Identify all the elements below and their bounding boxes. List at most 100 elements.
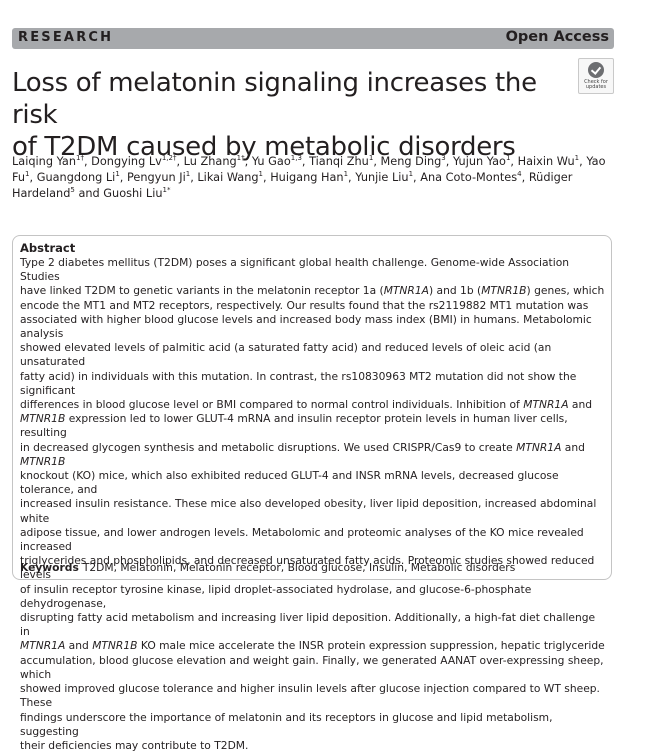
text-run: ) genes, which xyxy=(526,284,605,298)
keywords-text: T2DM, Melatonin, Melatonin receptor, Blo… xyxy=(82,561,516,574)
gene-name: MTNR1B xyxy=(20,454,66,468)
author[interactable]: Guangdong Li1 xyxy=(37,170,120,185)
gene-name: MTNR1B xyxy=(20,412,66,426)
author[interactable]: Haixin Wu1 xyxy=(518,154,580,169)
title-line-1: Loss of melatonin signaling increases th… xyxy=(12,68,537,130)
author-name: Yujun Yao xyxy=(452,155,506,168)
author-affiliation: 1* xyxy=(162,186,171,194)
text-run: differences in blood glucose level or BM… xyxy=(20,398,524,412)
abstract-line: showed elevated levels of palmitic acid … xyxy=(20,341,608,369)
author-name: Yunjie Liu xyxy=(355,171,409,184)
author[interactable]: Huigang Han1 xyxy=(270,170,349,185)
keywords: Keywords T2DM, Melatonin, Melatonin recep… xyxy=(20,561,515,574)
gene-name: MTNR1A xyxy=(20,639,66,653)
author[interactable]: Rüdiger Hardeland5 xyxy=(12,171,572,200)
author-affiliation: 1,2† xyxy=(161,154,177,162)
author[interactable]: Lu Zhang1† xyxy=(183,154,245,169)
check-for-updates-badge[interactable]: Check for updates xyxy=(578,58,614,94)
author-affiliation: 3 xyxy=(441,154,446,162)
author-affiliation: 4 xyxy=(517,170,522,178)
author[interactable]: Laiqing Yan1† xyxy=(12,154,84,169)
text-run: triglycerides and phospholipids, and dec… xyxy=(20,554,595,582)
author-affiliation: 1 xyxy=(408,170,414,178)
author[interactable]: Yujun Yao1 xyxy=(452,154,511,169)
gene-name: MTNR1A xyxy=(523,398,569,412)
author-affiliation: 1,3 xyxy=(290,154,302,162)
author-name: Rüdiger Hardeland xyxy=(12,171,573,200)
text-run: ) and 1b ( xyxy=(428,284,482,298)
gene-name: MTNR1A xyxy=(383,284,429,298)
author[interactable]: Yu Gao1,3 xyxy=(251,154,302,169)
text-run: adipose tissue, and lower androgen level… xyxy=(20,525,584,554)
text-run: showed elevated levels of palmitic acid … xyxy=(20,341,552,369)
text-run: and xyxy=(65,639,93,653)
check-icon xyxy=(588,62,604,78)
abstract-line: findings underscore the importance of me… xyxy=(20,711,608,739)
text-run: and xyxy=(561,440,585,454)
abstract-line: triglycerides and phospholipids, and dec… xyxy=(20,554,608,582)
author-list: Laiqing Yan1†, Dongying Lv1,2†, Lu Zhang… xyxy=(12,154,606,201)
author-affiliation: 1 xyxy=(368,154,374,162)
author-affiliation: 1 xyxy=(505,154,511,162)
text-run: Type 2 diabetes mellitus (T2DM) poses a … xyxy=(20,256,570,284)
author-name: Laiqing Yan xyxy=(12,155,77,168)
abstract-line: MTNR1B expression led to lower GLUT-4 mR… xyxy=(20,412,608,440)
text-run: accumulation, blood glucose elevation an… xyxy=(20,653,604,681)
abstract-line: Type 2 diabetes mellitus (T2DM) poses a … xyxy=(20,256,608,284)
author-name: Guoshi Liu xyxy=(103,187,163,200)
text-run: increased insulin resistance. These mice… xyxy=(20,497,597,525)
gene-name: MTNR1A xyxy=(516,440,562,454)
author[interactable]: Yunjie Liu1 xyxy=(355,170,414,185)
author-affiliation: 5 xyxy=(70,186,75,194)
badge-line-1: Check for xyxy=(584,79,608,85)
author-name: Yao Fu xyxy=(12,155,606,184)
author[interactable]: Guoshi Liu1* xyxy=(103,186,171,201)
text-run: fatty acid) in individuals with this mut… xyxy=(20,369,577,397)
abstract-line: accumulation, blood glucose elevation an… xyxy=(20,654,608,682)
author[interactable]: Yao Fu1 xyxy=(12,155,606,184)
abstract-line: of insulin receptor tyrosine kinase, lip… xyxy=(20,583,608,611)
author-name: Tianqi Zhu xyxy=(309,155,369,168)
abstract-line: differences in blood glucose level or BM… xyxy=(20,398,608,412)
abstract-line: in decreased glycogen synthesis and meta… xyxy=(20,441,608,469)
author-affiliation: 1† xyxy=(76,154,84,162)
keywords-label: Keywords xyxy=(20,561,79,574)
text-run: showed improved glucose tolerance and hi… xyxy=(20,682,600,710)
author-affiliation: 1 xyxy=(258,170,263,178)
author-affiliation: 1 xyxy=(574,154,580,162)
author-affiliation: 1 xyxy=(25,170,30,178)
badge-line-2: updates xyxy=(585,84,607,90)
author-affiliation: 1 xyxy=(115,170,120,178)
abstract-line: encode the MT1 and MT2 receptors, respec… xyxy=(20,299,608,313)
author[interactable]: Pengyun Ji1 xyxy=(127,171,190,185)
author[interactable]: Ana Coto-Montes4 xyxy=(420,170,522,185)
author-name: Yu Gao xyxy=(251,155,291,168)
abstract-line: showed improved glucose tolerance and hi… xyxy=(20,682,608,710)
gene-name: MTNR1B xyxy=(92,639,138,653)
text-run: knockout (KO) mice, which also exhibited… xyxy=(20,469,559,497)
author-name: Meng Ding xyxy=(380,155,442,168)
text-run: their deficiencies may contribute to T2D… xyxy=(20,738,249,752)
text-run: KO male mice accelerate the INSR protein… xyxy=(137,639,605,653)
text-run: disrupting fatty acid metabolism and inc… xyxy=(20,611,596,639)
author[interactable]: Tianqi Zhu1 xyxy=(309,154,374,169)
text-run: have linked T2DM to genetic variants in … xyxy=(20,284,384,298)
author[interactable]: Meng Ding3 xyxy=(380,154,446,169)
text-run: of insulin receptor tyrosine kinase, lip… xyxy=(20,582,532,610)
abstract-line: increased insulin resistance. These mice… xyxy=(20,497,608,525)
abstract-line: associated with higher blood glucose lev… xyxy=(20,313,608,341)
author-name: Dongying Lv xyxy=(91,155,162,168)
author-name: Lu Zhang xyxy=(183,155,237,168)
abstract-line: knockout (KO) mice, which also exhibited… xyxy=(20,469,608,497)
abstract-line: disrupting fatty acid metabolism and inc… xyxy=(20,611,608,639)
author-name: Huigang Han xyxy=(270,171,344,184)
abstract-heading: Abstract xyxy=(20,241,76,255)
abstract-box: Abstract Type 2 diabetes mellitus (T2DM)… xyxy=(12,235,612,752)
author[interactable]: Likai Wang1 xyxy=(197,170,263,185)
text-run: in decreased glycogen synthesis and meta… xyxy=(20,440,517,454)
author-affiliation: 1 xyxy=(343,170,349,178)
article-title: Loss of melatonin signaling increases th… xyxy=(12,67,572,163)
text-run: encode the MT1 and MT2 receptors, respec… xyxy=(20,298,589,312)
author-affiliation: 1† xyxy=(236,154,245,162)
author[interactable]: Dongying Lv1,2† xyxy=(91,154,177,169)
